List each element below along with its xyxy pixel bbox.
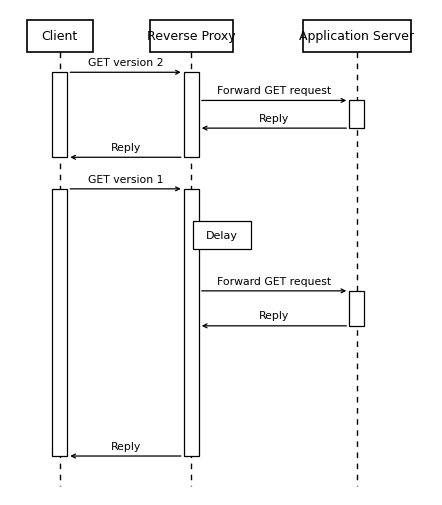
Bar (184, 189, 199, 456)
Text: Forward GET request: Forward GET request (217, 86, 331, 96)
Bar (150, 21, 232, 53)
Text: Application Server: Application Server (299, 30, 414, 43)
Bar (349, 291, 364, 326)
Bar (27, 21, 93, 53)
Bar (184, 73, 199, 158)
Text: Delay: Delay (206, 231, 238, 240)
Text: Reply: Reply (110, 441, 141, 451)
Text: GET version 2: GET version 2 (88, 58, 163, 68)
Bar (349, 101, 364, 129)
Bar (194, 222, 251, 249)
Text: GET version 1: GET version 1 (88, 174, 163, 184)
Text: Reverse Proxy: Reverse Proxy (147, 30, 236, 43)
Text: Forward GET request: Forward GET request (217, 276, 331, 286)
Bar (52, 189, 67, 456)
Text: Client: Client (42, 30, 78, 43)
Text: Reply: Reply (259, 311, 289, 321)
Text: Reply: Reply (259, 114, 289, 124)
Bar (303, 21, 411, 53)
Text: Reply: Reply (110, 142, 141, 153)
Bar (52, 73, 67, 158)
